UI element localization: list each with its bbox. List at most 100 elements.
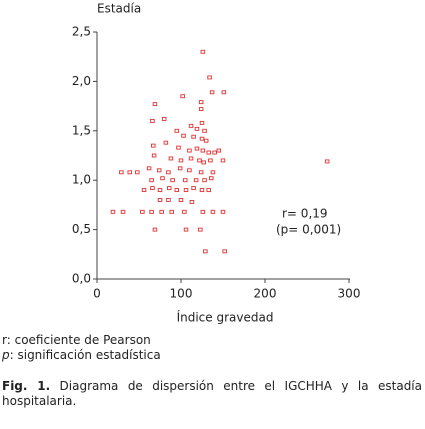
point <box>220 209 226 214</box>
point <box>191 134 196 139</box>
note-text: : significación estadística <box>9 348 161 362</box>
point <box>206 188 211 193</box>
y-tick-label: 2,0 <box>72 74 91 88</box>
point <box>187 148 192 153</box>
point <box>324 159 330 164</box>
point <box>221 90 227 95</box>
x-axis-label: Índice gravedad <box>177 310 274 325</box>
point <box>159 209 164 214</box>
note: r: coeficiente de Pearson <box>2 333 422 348</box>
point <box>189 199 195 204</box>
point <box>193 178 199 183</box>
point <box>127 170 133 175</box>
caption-text: Diagrama de dispersión entre el IGCHHA y… <box>2 379 422 408</box>
point <box>201 160 206 165</box>
x-tick-label: 100 <box>170 287 193 301</box>
note-symbol: r <box>2 333 7 347</box>
point <box>151 153 157 158</box>
point <box>206 150 211 155</box>
point <box>200 49 206 54</box>
point <box>157 188 163 193</box>
point <box>222 249 227 254</box>
x-tick-label: 300 <box>338 287 361 301</box>
point <box>166 198 171 202</box>
note-text: : coeficiente de Pearson <box>6 333 151 347</box>
point <box>187 168 192 173</box>
point <box>207 75 212 80</box>
y-tick-label: 0,0 <box>72 272 91 286</box>
point <box>146 166 152 171</box>
y-tick-label: 1,5 <box>72 123 91 137</box>
point <box>168 156 174 161</box>
point <box>170 178 175 183</box>
point <box>178 158 184 163</box>
point <box>197 158 202 163</box>
caption-label: Fig. 1. <box>2 379 51 393</box>
point <box>188 156 194 161</box>
chart: Estadía Índice gravedad r= 0,19 (p= 0,00… <box>72 2 361 325</box>
point <box>199 136 205 141</box>
caption: Fig. 1. Diagrama de dispersión entre el … <box>2 379 422 409</box>
point <box>149 209 154 214</box>
point <box>183 188 189 193</box>
point <box>119 170 124 175</box>
point <box>182 178 188 183</box>
point <box>152 102 158 107</box>
note-symbol: p <box>2 348 10 362</box>
point <box>203 138 209 143</box>
point <box>209 90 215 95</box>
point <box>198 170 204 175</box>
point <box>182 209 187 214</box>
y-tick-label: 0,5 <box>72 222 91 236</box>
point <box>212 150 217 155</box>
x-tick-label: 0 <box>93 287 101 301</box>
point <box>157 198 163 202</box>
y-axis-label: Estadía <box>97 2 141 16</box>
point <box>210 170 216 175</box>
point <box>188 123 194 128</box>
x-tick-label: 200 <box>254 287 277 301</box>
point <box>200 148 206 153</box>
point <box>180 94 185 99</box>
point <box>135 170 140 175</box>
point <box>198 107 204 112</box>
point <box>181 133 186 138</box>
point <box>150 118 155 123</box>
point <box>160 176 165 181</box>
point <box>151 143 156 148</box>
point <box>194 126 200 131</box>
point <box>176 145 181 150</box>
point <box>216 148 222 153</box>
note: p: significación estadística <box>2 348 422 363</box>
point <box>174 128 180 133</box>
point <box>110 209 116 214</box>
annotation: (p= 0,001) <box>276 223 341 237</box>
point <box>178 198 184 202</box>
point <box>198 227 203 232</box>
point <box>149 178 154 183</box>
y-tick-label: 2,5 <box>72 25 91 39</box>
point <box>202 178 207 183</box>
point <box>202 128 207 133</box>
notes: r: coeficiente de Pearson p: significaci… <box>2 333 422 363</box>
point <box>183 227 189 232</box>
point <box>220 158 226 163</box>
point <box>156 168 162 173</box>
point <box>161 116 167 121</box>
point <box>177 166 183 171</box>
point <box>208 176 214 181</box>
point <box>210 209 216 214</box>
y-tick-label: 1,0 <box>72 173 91 187</box>
point <box>191 186 196 191</box>
point <box>194 146 200 151</box>
point <box>140 209 145 214</box>
point <box>120 209 126 214</box>
point <box>152 227 158 232</box>
point <box>203 249 208 254</box>
point <box>208 158 213 163</box>
annotation: r= 0,19 <box>282 207 328 221</box>
point <box>198 100 204 105</box>
point <box>199 188 205 193</box>
point <box>141 188 147 193</box>
point <box>199 120 205 125</box>
